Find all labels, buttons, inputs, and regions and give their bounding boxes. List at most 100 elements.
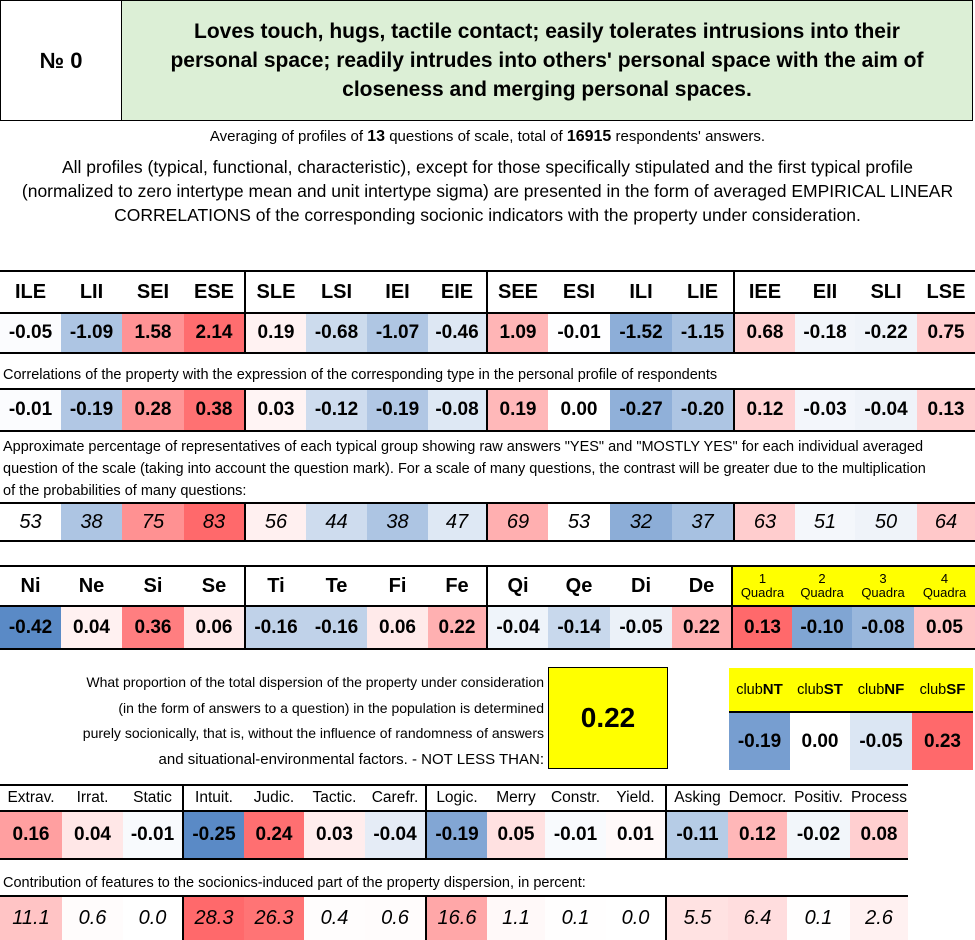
trait-contribution-0: 11.1 (0, 895, 62, 940)
trait-header-12: Democr. (728, 784, 787, 810)
type-header-12: IEE (733, 270, 795, 312)
function-header-11: De (672, 565, 731, 605)
type-header-2: SEI (122, 270, 184, 312)
trait-header-10: Yield. (606, 784, 665, 810)
question-count: 13 (367, 128, 386, 145)
type-corr-15: 0.13 (917, 388, 975, 432)
function-value-1: 0.04 (61, 605, 122, 650)
type-profile-8: 1.09 (486, 312, 548, 354)
trait-value-0: 0.16 (0, 810, 62, 860)
averaging-summary: Averaging of profiles of 13 questions of… (209, 128, 766, 145)
type-corr-11: -0.20 (672, 388, 733, 432)
type-profile-2: 1.58 (122, 312, 184, 354)
answer-count: 16915 (566, 128, 612, 145)
trait-header-2: Static (123, 784, 182, 810)
trait-header-0: Extrav. (0, 784, 62, 810)
type-pct-14: 50 (855, 502, 917, 542)
type-profile-6: -1.07 (367, 312, 428, 354)
trait-header-4: Judic. (244, 784, 304, 810)
type-corr-6: -0.19 (367, 388, 428, 432)
type-pct-10: 32 (610, 502, 672, 542)
function-value-9: -0.14 (548, 605, 610, 650)
function-header-6: Fi (367, 565, 428, 605)
club-value-2: -0.05 (850, 711, 912, 770)
type-pct-7: 47 (428, 502, 486, 542)
type-corr-14: -0.04 (855, 388, 917, 432)
type-corr-0: -0.01 (0, 388, 61, 432)
type-correlation-row: -0.01 -0.19 0.28 0.38 0.03 -0.12 -0.19 -0.08 0.1… (0, 388, 975, 432)
proportion-value: 0.22 (548, 667, 668, 769)
type-header-1: LII (61, 270, 122, 312)
trait-value-7: -0.19 (425, 810, 487, 860)
type-header-4: SLE (244, 270, 306, 312)
proportion-text: What proportion of the total dispersion … (82, 674, 544, 768)
function-header-2: Si (122, 565, 184, 605)
traits-header-row: Extrav. Irrat. Static Intuit. Judic. Tactic. C… (0, 784, 908, 810)
function-value-11: 0.22 (672, 605, 731, 650)
trait-contribution-5: 0.4 (304, 895, 365, 940)
trait-value-14: 0.08 (850, 810, 908, 860)
type-corr-12: 0.12 (733, 388, 795, 432)
function-value-2: 0.36 (122, 605, 184, 650)
trait-contribution-6: 0.6 (365, 895, 425, 940)
club-header-st: club ST (790, 668, 850, 711)
function-header-0: Ni (0, 565, 61, 605)
function-values-row: -0.42 0.04 0.36 0.06 -0.16 -0.16 0.06 0.22 -0.04… (0, 605, 975, 650)
club-header-sf: club SF (912, 668, 973, 711)
function-header-7: Fe (428, 565, 486, 605)
trait-values-row: 0.16 0.04 -0.01 -0.25 0.24 0.03 -0.04 -0.19 0.05… (0, 810, 908, 860)
type-pct-1: 38 (61, 502, 122, 542)
trait-value-10: 0.01 (606, 810, 665, 860)
type-pct-3: 83 (184, 502, 244, 542)
trait-contribution-7: 16.6 (425, 895, 487, 940)
trait-value-11: -0.11 (665, 810, 728, 860)
trait-contribution-14: 2.6 (850, 895, 908, 940)
trait-contribution-4: 26.3 (244, 895, 304, 940)
type-profile-10: -1.52 (610, 312, 672, 354)
function-header-9: Qe (548, 565, 610, 605)
contribution-note: Contribution of features to the socionic… (3, 875, 586, 891)
type-header-0: ILE (0, 270, 61, 312)
function-value-7: 0.22 (428, 605, 486, 650)
type-header-15: LSE (917, 270, 975, 312)
trait-contribution-3: 28.3 (182, 895, 244, 940)
trait-header-8: Merry (487, 784, 545, 810)
trait-contribution-12: 6.4 (728, 895, 787, 940)
function-value-8: -0.04 (486, 605, 548, 650)
type-header-10: ILI (610, 270, 672, 312)
type-header-9: ESI (548, 270, 610, 312)
trait-value-5: 0.03 (304, 810, 365, 860)
trait-value-12: 0.12 (728, 810, 787, 860)
type-pct-13: 51 (795, 502, 855, 542)
type-pct-9: 53 (548, 502, 610, 542)
trait-header-1: Irrat. (62, 784, 123, 810)
club-value-1: 0.00 (790, 711, 850, 770)
function-value-4: -0.16 (244, 605, 306, 650)
type-pct-0: 53 (0, 502, 61, 542)
trait-header-3: Intuit. (182, 784, 244, 810)
trait-header-9: Constr. (545, 784, 606, 810)
trait-header-7: Logic. (425, 784, 487, 810)
function-value-10: -0.05 (610, 605, 672, 650)
trait-header-11: Asking (665, 784, 728, 810)
trait-contribution-9: 0.1 (545, 895, 606, 940)
type-profile-5: -0.68 (306, 312, 367, 354)
type-profile-4: 0.19 (244, 312, 306, 354)
type-profile-0: -0.05 (0, 312, 61, 354)
type-profile-7: -0.46 (428, 312, 486, 354)
type-profile-14: -0.22 (855, 312, 917, 354)
question-title: Loves touch, hugs, tactile contact; easi… (122, 0, 973, 121)
quadra-header-3: 3 Quadra (852, 565, 914, 605)
trait-contribution-1: 0.6 (62, 895, 123, 940)
trait-contribution-11: 5.5 (665, 895, 728, 940)
type-pct-15: 64 (917, 502, 975, 542)
type-profile-12: 0.68 (733, 312, 795, 354)
function-value-0: -0.42 (0, 605, 61, 650)
quadra-header-4: 4 Quadra (914, 565, 975, 605)
quadra-value-1: 0.13 (731, 605, 792, 650)
type-profile-3: 2.14 (184, 312, 244, 354)
type-pct-6: 38 (367, 502, 428, 542)
function-header-3: Se (184, 565, 244, 605)
type-profile-15: 0.75 (917, 312, 975, 354)
type-header-7: EIE (428, 270, 486, 312)
